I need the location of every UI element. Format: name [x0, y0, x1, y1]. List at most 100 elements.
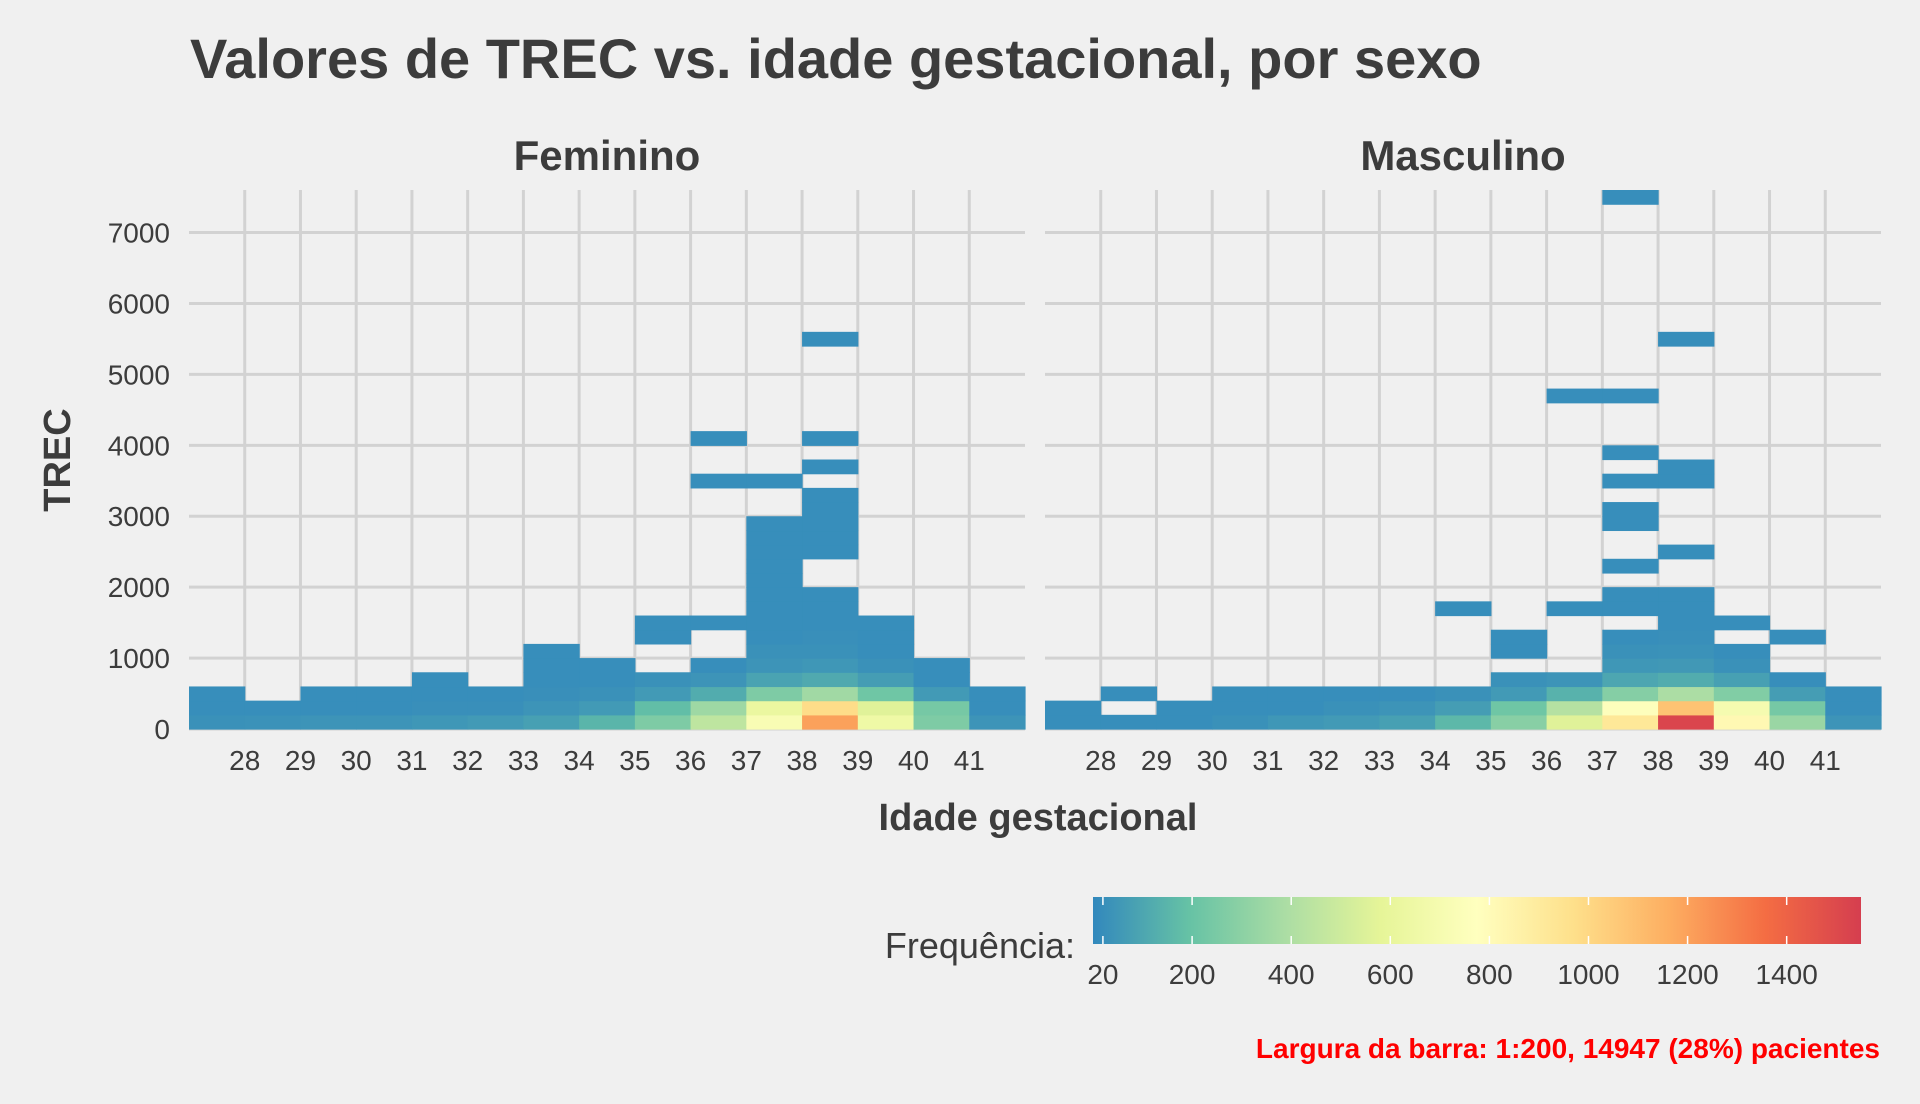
heatmap-tile — [634, 615, 692, 631]
y-tick-label: 5000 — [108, 359, 170, 390]
heatmap-tile — [1658, 587, 1715, 602]
x-tick-label: 29 — [285, 745, 316, 776]
heatmap-tile — [802, 601, 859, 617]
x-tick-label: 31 — [396, 745, 427, 776]
heatmap-tile — [634, 629, 692, 645]
heatmap-tile — [746, 658, 803, 673]
heatmap-tile — [1212, 686, 1269, 702]
heatmap-tile — [1602, 190, 1659, 205]
heatmap-tile — [857, 672, 915, 688]
heatmap-tile — [802, 629, 859, 645]
heatmap-tile — [690, 431, 747, 446]
heatmap-tile — [523, 658, 580, 673]
heatmap-tile — [1546, 388, 1603, 404]
heatmap-tile — [857, 629, 915, 645]
heatmap-tile — [802, 431, 859, 446]
heatmap-tile — [1435, 714, 1492, 730]
heatmap-tile — [1658, 544, 1715, 560]
heatmap-tile — [913, 658, 970, 673]
heatmap-tile — [1602, 700, 1659, 716]
heatmap-tile — [1267, 714, 1325, 730]
heatmap-tile — [1658, 601, 1715, 617]
heatmap-tile — [802, 700, 859, 716]
heatmap-tile — [1435, 700, 1492, 716]
heatmap-tile — [1602, 473, 1659, 489]
heatmap-tile — [1658, 658, 1715, 673]
y-tick-label: 4000 — [108, 430, 170, 461]
heatmap-tile — [802, 672, 859, 688]
heatmap-tile — [690, 473, 747, 489]
heatmap-tile — [189, 700, 246, 716]
heatmap-tile — [1490, 700, 1548, 716]
heatmap-tile — [746, 629, 803, 645]
heatmap-tile — [1490, 672, 1548, 688]
x-axis-label: Idade gestacional — [879, 797, 1198, 839]
x-tick-label: 39 — [842, 745, 873, 776]
heatmap-tile — [1602, 601, 1659, 617]
heatmap-tile — [746, 473, 803, 489]
legend-tick-label: 1400 — [1756, 959, 1818, 990]
legend-title: Frequência: — [885, 925, 1075, 966]
heatmap-tile — [579, 686, 636, 702]
heatmap-tile — [523, 686, 580, 702]
heatmap-tile — [1490, 686, 1548, 702]
heatmap-tile — [356, 700, 413, 716]
heatmap-tile — [1490, 643, 1548, 659]
heatmap-tile — [1435, 601, 1492, 617]
y-tick-label: 3000 — [108, 501, 170, 532]
heatmap-tile — [1212, 714, 1269, 730]
heatmap-tile — [523, 714, 580, 730]
x-tick-label: 35 — [1475, 745, 1506, 776]
heatmap-tile — [1490, 714, 1548, 730]
heatmap-tile — [1658, 686, 1715, 702]
heatmap-tile — [411, 686, 469, 702]
x-tick-label: 37 — [1587, 745, 1618, 776]
x-tick-label: 30 — [1197, 745, 1228, 776]
heatmap-tile — [523, 700, 580, 716]
heatmap-tile — [1546, 700, 1603, 716]
heatmap-tile — [356, 714, 413, 730]
strip-label-masculino: Masculino — [1360, 132, 1565, 179]
heatmap-tile — [913, 714, 970, 730]
heatmap-tile — [802, 459, 859, 475]
legend-tick-label: 200 — [1169, 959, 1216, 990]
heatmap-tile — [1602, 658, 1659, 673]
heatmap-tile — [746, 714, 803, 730]
heatmap-tile — [1323, 700, 1380, 716]
heatmap-tile — [411, 714, 469, 730]
heatmap-tile — [802, 686, 859, 702]
heatmap-tile — [1658, 672, 1715, 688]
heatmap-tile — [244, 700, 302, 716]
x-tick-label: 31 — [1252, 745, 1283, 776]
legend-tick-label: 20 — [1087, 959, 1118, 990]
heatmap-tile — [1602, 629, 1659, 645]
heatmap-tile — [1602, 643, 1659, 659]
heatmap-tile — [1100, 714, 1158, 730]
heatmap-tile — [1658, 331, 1715, 347]
heatmap-tile — [913, 672, 970, 688]
heatmap-tile — [802, 615, 859, 631]
heatmap-tile — [1379, 686, 1436, 702]
heatmap-tile — [746, 544, 803, 560]
heatmap-tile — [1212, 700, 1269, 716]
heatmap-tile — [802, 587, 859, 602]
heatmap-tile — [1713, 643, 1771, 659]
heatmap-tile — [690, 658, 747, 673]
heatmap-tile — [244, 714, 302, 730]
heatmap-tile — [802, 658, 859, 673]
caption: Largura da barra: 1:200, 14947 (28%) pac… — [1256, 1033, 1880, 1064]
heatmap-tile — [1658, 473, 1715, 489]
heatmap-tile — [1602, 388, 1659, 404]
heatmap-tile — [1658, 700, 1715, 716]
heatmap-tile — [523, 672, 580, 688]
heatmap-tile — [1713, 700, 1771, 716]
x-tick-label: 36 — [675, 745, 706, 776]
heatmap-tile — [746, 686, 803, 702]
heatmap-tile — [746, 643, 803, 659]
heatmap-tile — [356, 686, 413, 702]
heatmap-tile — [1546, 601, 1603, 617]
heatmap-tile — [857, 658, 915, 673]
heatmap-tile — [857, 686, 915, 702]
legend-tick-label: 400 — [1268, 959, 1315, 990]
heatmap-tile — [1602, 714, 1659, 730]
